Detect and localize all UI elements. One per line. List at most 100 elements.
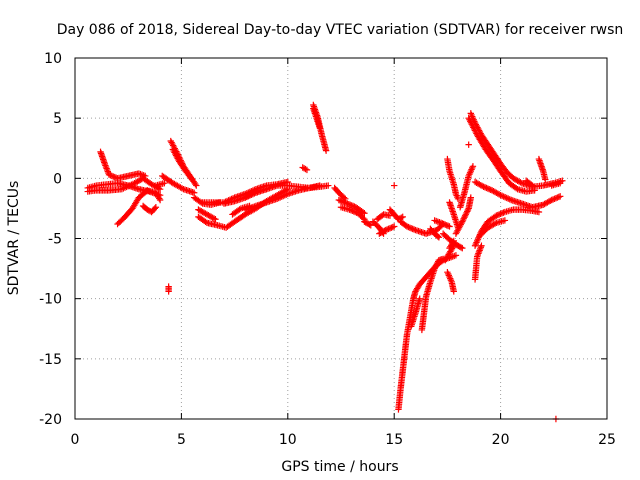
axis-ticks (74, 57, 608, 420)
data-point (433, 261, 440, 268)
data-point (500, 193, 507, 200)
data-point (487, 186, 494, 193)
data-point (383, 226, 391, 233)
data-point (432, 262, 440, 269)
data-point (246, 202, 253, 210)
data-point (495, 191, 503, 198)
data-point (391, 223, 398, 230)
data-point (278, 193, 285, 200)
data-point (316, 124, 323, 131)
y-tick-label: -10 (39, 292, 62, 308)
data-point (461, 212, 469, 219)
data-point (450, 237, 457, 245)
data-point (403, 223, 411, 230)
data-point (434, 233, 442, 240)
data-point (529, 182, 536, 189)
data-point (391, 182, 398, 189)
data-point (193, 182, 200, 189)
data-point (382, 226, 389, 234)
data-point (105, 171, 113, 178)
data-point (338, 197, 345, 205)
data-point (439, 220, 446, 227)
y-tick-label: -5 (48, 232, 62, 248)
data-point (464, 208, 471, 215)
data-point (497, 191, 504, 199)
data-point (156, 185, 164, 193)
y-axis-label: SDTVAR / TECUs (6, 181, 22, 296)
data-point (405, 223, 412, 231)
data-point (500, 209, 507, 216)
data-point (302, 165, 309, 173)
data-point (346, 206, 353, 213)
data-point (434, 259, 441, 267)
data-point (513, 184, 520, 192)
data-point (350, 208, 357, 215)
data-point (484, 185, 492, 192)
data-point (480, 183, 487, 190)
data-point (283, 191, 290, 198)
chart-title: Day 086 of 2018, Sidereal Day-to-day VTE… (57, 22, 624, 38)
data-point (212, 216, 219, 223)
data-point (548, 196, 555, 204)
data-point (459, 218, 466, 225)
data-point (501, 217, 509, 224)
data-point (316, 182, 323, 189)
data-point (111, 173, 118, 181)
x-tick-label: 10 (279, 432, 297, 448)
y-tick-label: 0 (53, 171, 62, 187)
data-point (458, 219, 465, 227)
data-point (366, 221, 373, 228)
data-point (348, 202, 355, 209)
x-tick-label: 25 (598, 432, 616, 448)
data-point (107, 172, 114, 179)
data-point (156, 196, 164, 204)
data-point (399, 213, 406, 221)
y-tick-label: 10 (44, 51, 62, 67)
x-tick-label: 5 (177, 432, 186, 448)
tick-labels: 0 5 10 15 20 25 -20 -15 -10 -5 0 5 10 (39, 51, 616, 448)
data-point (251, 189, 258, 196)
data-point (187, 174, 195, 182)
data-point (347, 207, 355, 214)
data-point (517, 179, 524, 186)
data-point (335, 196, 343, 204)
data-point (161, 179, 168, 187)
data-point (339, 198, 347, 205)
data-point (460, 215, 467, 222)
grid-lines (75, 58, 607, 419)
x-tick-label: 20 (492, 432, 510, 448)
data-point (457, 244, 465, 251)
data-point (465, 141, 472, 148)
data-point (388, 224, 395, 231)
data-point (464, 206, 472, 214)
data-point (359, 209, 367, 216)
data-point (178, 185, 186, 192)
data-point (192, 180, 199, 188)
data-point (152, 204, 160, 211)
data-point (408, 225, 415, 232)
data-point (497, 210, 504, 218)
data-point (263, 185, 270, 193)
data-point (495, 211, 503, 218)
data-point (528, 181, 535, 188)
data-point (389, 223, 396, 231)
data-point (410, 226, 418, 233)
data-point (547, 197, 554, 204)
data-point (444, 222, 452, 230)
data-point (416, 295, 423, 302)
data-point (483, 184, 490, 192)
data-point (110, 173, 117, 180)
data-point (236, 206, 243, 213)
data-point (467, 194, 475, 201)
x-tick-label: 15 (385, 432, 403, 448)
data-point (151, 205, 158, 212)
data-point (142, 172, 149, 180)
data-point (349, 202, 357, 210)
data-point (542, 176, 549, 183)
data-point (273, 195, 281, 202)
data-point (359, 214, 367, 222)
data-point (345, 201, 353, 208)
data-point (325, 182, 332, 189)
y-tick-label: -15 (39, 352, 62, 368)
